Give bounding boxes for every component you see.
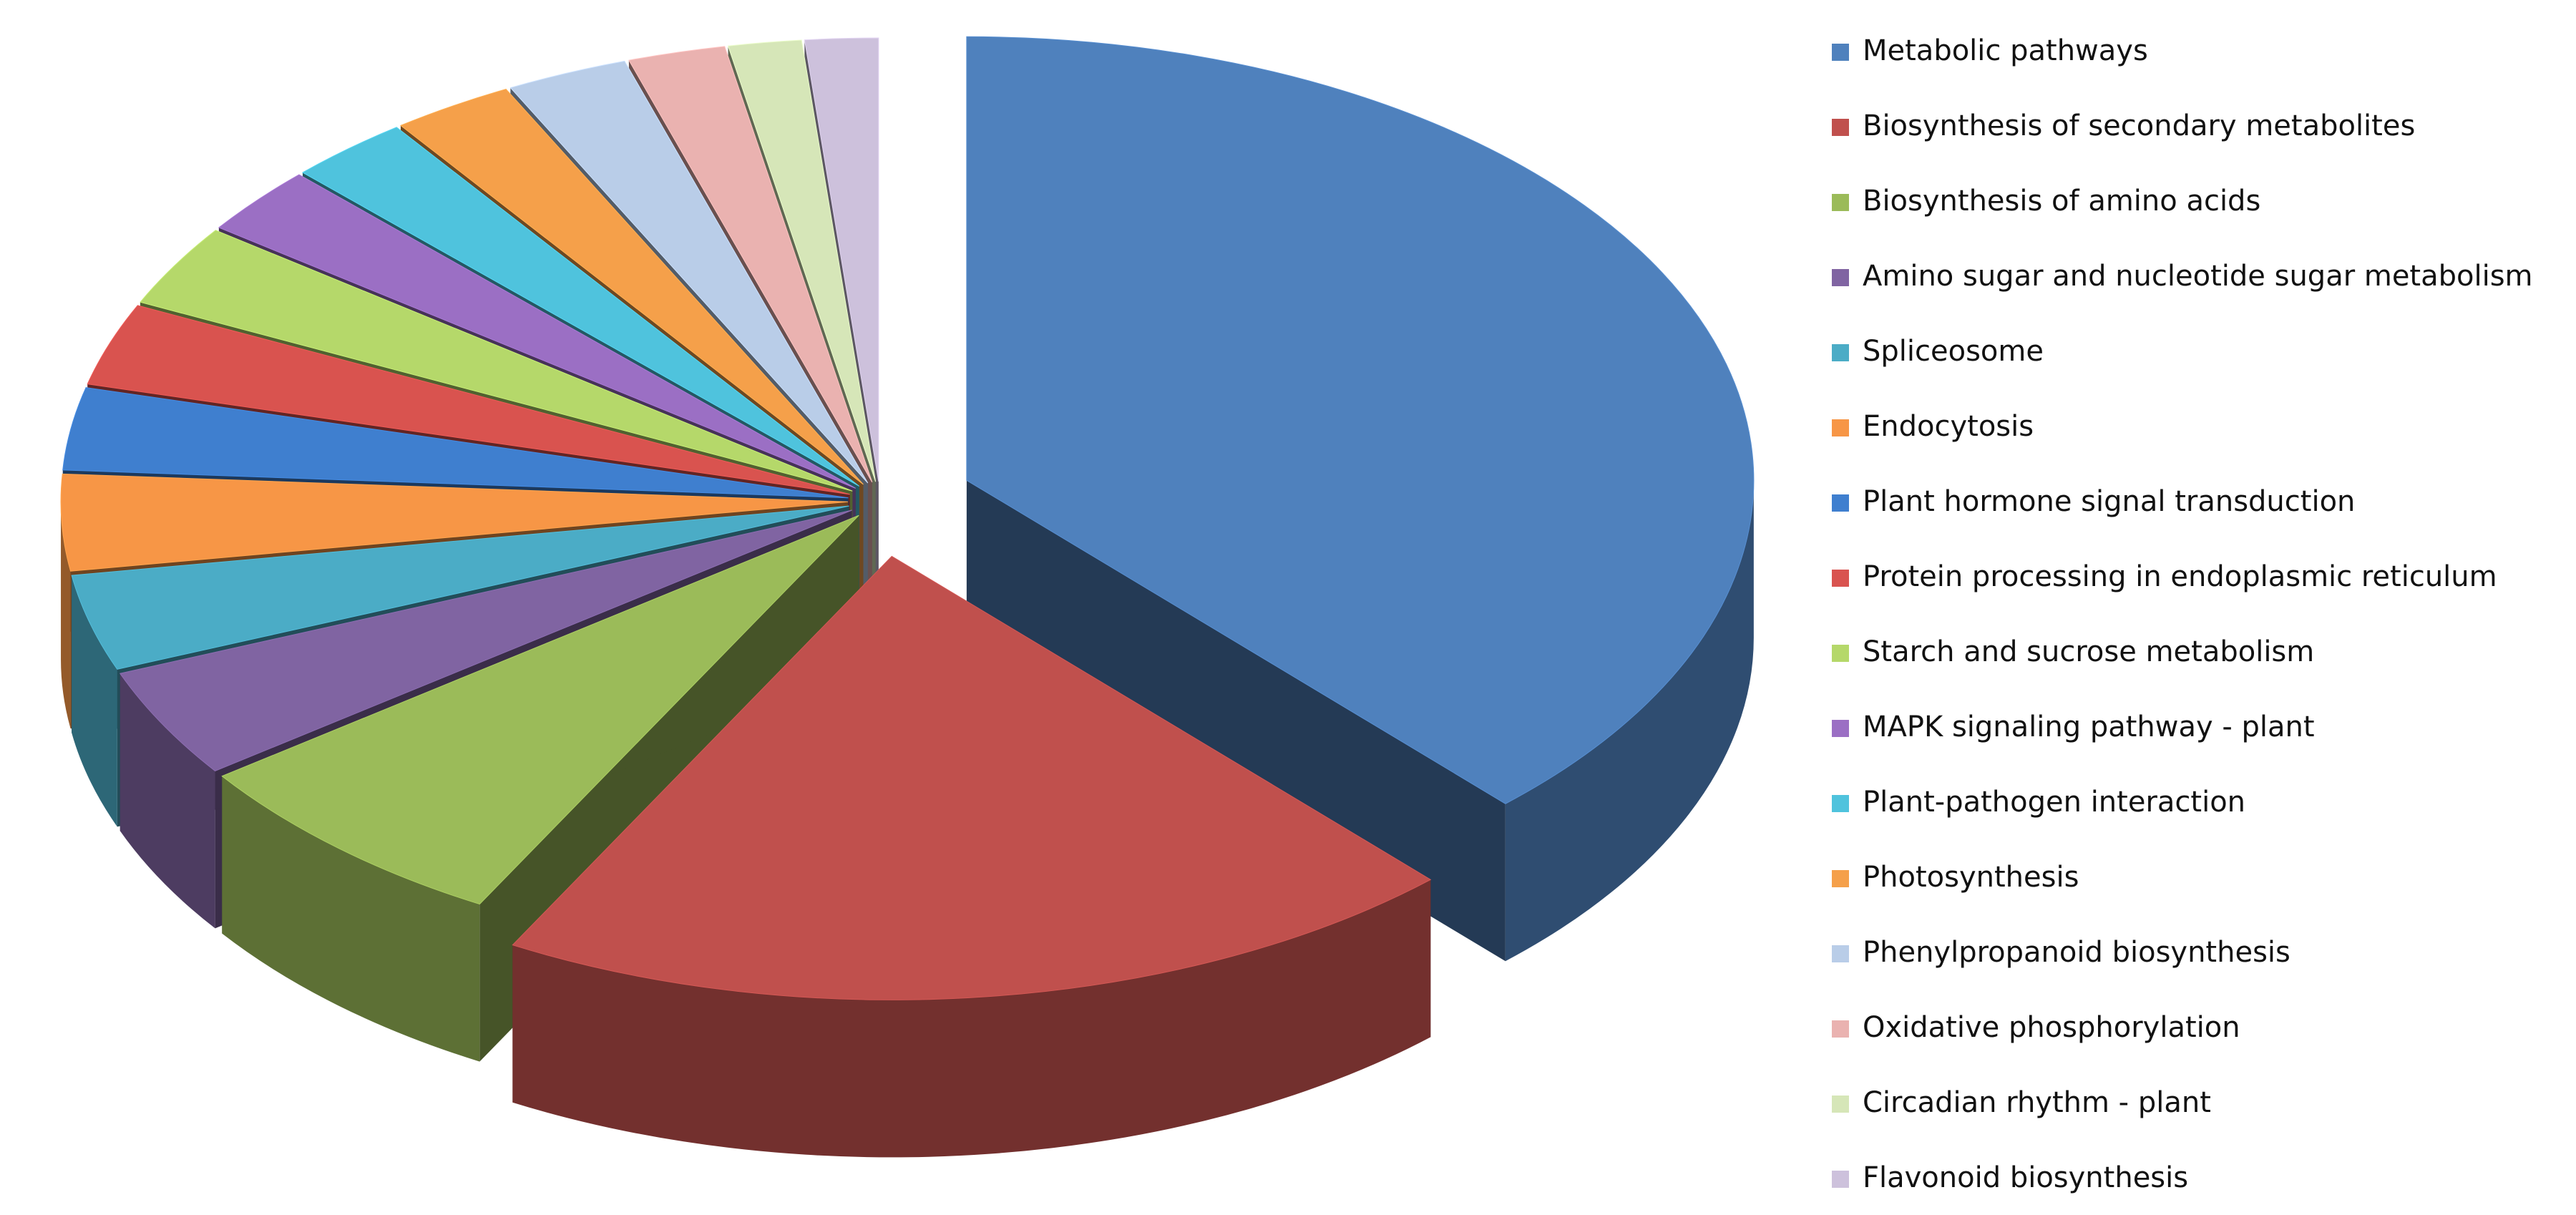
pie-slice-side (512, 879, 1431, 1158)
pie-slice (71, 505, 849, 670)
legend-swatch (1832, 795, 1849, 812)
legend-label: Starch and sucrose metabolism (1863, 635, 2314, 668)
legend-swatch (1832, 945, 1849, 962)
legend-swatch (1832, 344, 1849, 361)
legend-swatch (1832, 720, 1849, 737)
legend-swatch (1832, 570, 1849, 587)
pie-slice (62, 387, 849, 499)
pie-slice (727, 39, 877, 482)
pie-slice-side (61, 502, 71, 729)
legend-swatch (1832, 44, 1849, 61)
pie-slice (399, 88, 864, 485)
legend-swatch (1832, 419, 1849, 436)
legend-label: Plant hormone signal transduction (1863, 485, 2355, 518)
legend-swatch (1832, 494, 1849, 512)
legend-label: Protein processing in endoplasmic reticu… (1863, 560, 2497, 593)
legend-label: Endocytosis (1863, 410, 2034, 443)
pie-slice (804, 37, 879, 482)
pie-slice-side (1505, 480, 1754, 962)
pie-slice (628, 46, 873, 483)
legend-label: MAPK signaling pathway - plant (1863, 711, 2315, 743)
legend-label: Spliceosome (1863, 335, 2044, 368)
legend-swatch (1832, 269, 1849, 286)
pie-slice (512, 555, 1432, 1000)
legend-swatch (1832, 1096, 1849, 1113)
pie-slice (509, 60, 869, 484)
pie-slice-side (72, 575, 117, 827)
pie-slice (140, 230, 853, 492)
legend-swatch (1832, 119, 1849, 136)
pie-slice (119, 509, 852, 772)
pie-slice (966, 36, 1755, 804)
legend-swatch (1832, 194, 1849, 211)
legend-swatch (1832, 1020, 1849, 1038)
legend-swatch (1832, 870, 1849, 887)
pie-slice (60, 473, 849, 572)
legend-label: Photosynthesis (1863, 861, 2079, 894)
legend-label: Metabolic pathways (1863, 34, 2148, 67)
pie-slice-side (222, 776, 480, 1062)
legend-label: Amino sugar and nucleotide sugar metabol… (1863, 260, 2533, 293)
legend-label: Biosynthesis of amino acids (1863, 185, 2260, 218)
pie-slice-side (119, 673, 215, 929)
legend-swatch (1832, 1171, 1849, 1188)
legend-label: Flavonoid biosynthesis (1863, 1161, 2188, 1194)
legend-label: Circadian rhythm - plant (1863, 1086, 2211, 1119)
legend-label: Oxidative phosphorylation (1863, 1011, 2240, 1044)
pie-slice (301, 127, 860, 487)
legend-label: Phenylpropanoid biosynthesis (1863, 936, 2290, 969)
pie-slice-wall (966, 480, 1506, 962)
legend-label: Plant-pathogen interaction (1863, 786, 2245, 819)
pie-slice (87, 305, 850, 495)
pie-slice (221, 514, 859, 905)
pie-slice (218, 174, 857, 489)
legend-label: Biosynthesis of secondary metabolites (1863, 109, 2415, 142)
legend-swatch (1832, 645, 1849, 662)
